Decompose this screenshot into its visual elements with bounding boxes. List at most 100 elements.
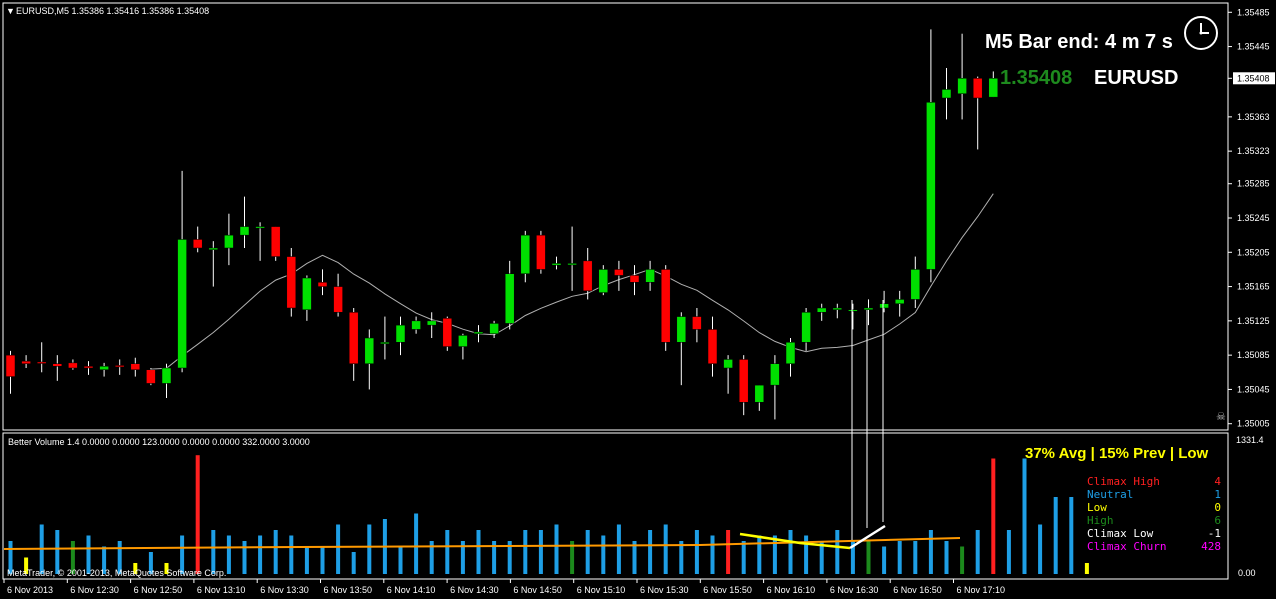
chart-menu-triangle[interactable]: ▼	[6, 6, 15, 16]
candle-body	[926, 102, 936, 270]
price-tick-label: 1.35165	[1237, 282, 1270, 292]
volume-trend-low	[739, 532, 851, 550]
volume-trend-high	[849, 524, 886, 550]
volume-bar	[445, 530, 450, 574]
time-tick-label: 6 Nov 16:30	[830, 585, 879, 595]
volume-panel-frame	[2, 432, 1229, 580]
volume-bar	[273, 530, 278, 574]
candle-body	[988, 78, 999, 98]
candle-body	[614, 269, 624, 276]
clock-icon	[1184, 16, 1218, 50]
candle-body	[567, 263, 577, 266]
volume-bar	[538, 530, 543, 574]
candle-body	[458, 335, 468, 347]
volume-bar	[819, 541, 824, 574]
price-tick-label: 1.35205	[1237, 247, 1270, 257]
symbol-info: EURUSD,M5 1.35386 1.35416 1.35386 1.3540…	[16, 6, 209, 16]
price-tick-label: 1.35245	[1237, 213, 1270, 223]
candle-body	[676, 316, 687, 343]
current-price-label: 1.35408	[1237, 73, 1270, 83]
volume-bar	[351, 552, 356, 574]
candle-body	[208, 247, 219, 250]
time-tick-label: 6 Nov 12:30	[70, 585, 119, 595]
volume-bar	[850, 541, 855, 574]
time-tick-label: 6 Nov 13:10	[197, 585, 246, 595]
legend-label: Climax Low	[1087, 527, 1154, 540]
time-tick-label: 6 Nov 13:50	[324, 585, 373, 595]
legend-value: 4	[1214, 475, 1221, 488]
volume-bar	[367, 524, 372, 574]
candle-body	[146, 369, 156, 384]
volume-stats: 37% Avg | 15% Prev | Low	[1025, 445, 1209, 462]
candle-body	[83, 366, 94, 369]
price-tick-label: 1.35005	[1237, 419, 1270, 429]
overlay-price: 1.35408	[1000, 67, 1072, 89]
volume-bar	[835, 530, 840, 574]
volume-bar	[414, 513, 419, 574]
candle-body	[130, 363, 141, 370]
time-axis: 6 Nov 2013 6 Nov 12:30 6 Nov 12:50 6 Nov 13…	[3, 579, 1005, 595]
candle-body	[738, 359, 749, 403]
candle-body	[286, 256, 297, 309]
candle-body	[380, 342, 390, 345]
volume-bar	[117, 541, 122, 574]
candle-body	[941, 89, 952, 99]
time-tick-label: 6 Nov 14:30	[450, 585, 499, 595]
price-tick-label: 1.35323	[1237, 146, 1270, 156]
time-tick-label: 6 Nov 15:50	[703, 585, 752, 595]
current-price-box	[1233, 72, 1275, 85]
volume-bar	[24, 557, 29, 574]
candle-body	[504, 273, 515, 324]
legend-value: 1	[1214, 488, 1221, 501]
volume-bar	[1038, 524, 1043, 574]
price-tick-label: 1.35445	[1237, 42, 1270, 52]
volume-bar	[304, 546, 309, 574]
volume-bar	[570, 541, 575, 574]
legend-label: High	[1087, 514, 1114, 527]
price-tick-label: 1.35125	[1237, 316, 1270, 326]
time-tick-label: 6 Nov 14:50	[513, 585, 562, 595]
candle-body	[192, 239, 203, 249]
candle-body	[177, 239, 187, 369]
volume-bar	[398, 546, 403, 574]
volume-bar	[928, 530, 933, 574]
volume-bar	[1069, 497, 1074, 574]
candle-body	[598, 269, 609, 293]
volume-bar	[804, 535, 809, 574]
volume-bar	[429, 541, 434, 574]
price-tick-label: 1.35085	[1237, 350, 1270, 360]
volume-bar	[492, 541, 497, 574]
bar-end-timer: M5 Bar end: 4 m 7 s	[985, 31, 1173, 53]
volume-bar	[1006, 530, 1011, 574]
candle-body	[36, 361, 47, 364]
volume-bar	[554, 524, 559, 574]
copyright: MetaTrader, © 2001-2013, MetaQuotes Soft…	[7, 568, 226, 578]
volume-average-line	[3, 537, 961, 550]
candle-body	[957, 78, 967, 94]
time-tick-label: 6 Nov 15:10	[577, 585, 626, 595]
candle-body	[801, 312, 811, 343]
legend-label: Climax Churn	[1087, 540, 1166, 553]
volume-bar	[616, 524, 621, 574]
candle-body	[551, 263, 562, 266]
candle-body	[972, 78, 983, 99]
price-panel-frame	[2, 2, 1229, 431]
volume-bar	[1053, 497, 1058, 574]
candle-body	[816, 307, 827, 313]
volume-bar	[679, 541, 684, 574]
candle-body	[21, 360, 31, 364]
volume-bar	[460, 541, 465, 574]
candle-body	[879, 303, 889, 309]
candle-body	[255, 226, 265, 229]
indicator-title: Better Volume 1.4 0.0000 0.0000 123.0000…	[8, 437, 310, 447]
volume-bar	[913, 541, 918, 574]
volume-zero-value: 0.00	[1238, 568, 1256, 578]
candle-body	[52, 363, 63, 367]
candle-body	[910, 269, 921, 300]
candle-body	[239, 226, 250, 236]
volume-bar	[523, 530, 528, 574]
volume-bar	[133, 563, 138, 574]
volume-bar	[788, 530, 793, 574]
candles-layer	[5, 29, 999, 420]
